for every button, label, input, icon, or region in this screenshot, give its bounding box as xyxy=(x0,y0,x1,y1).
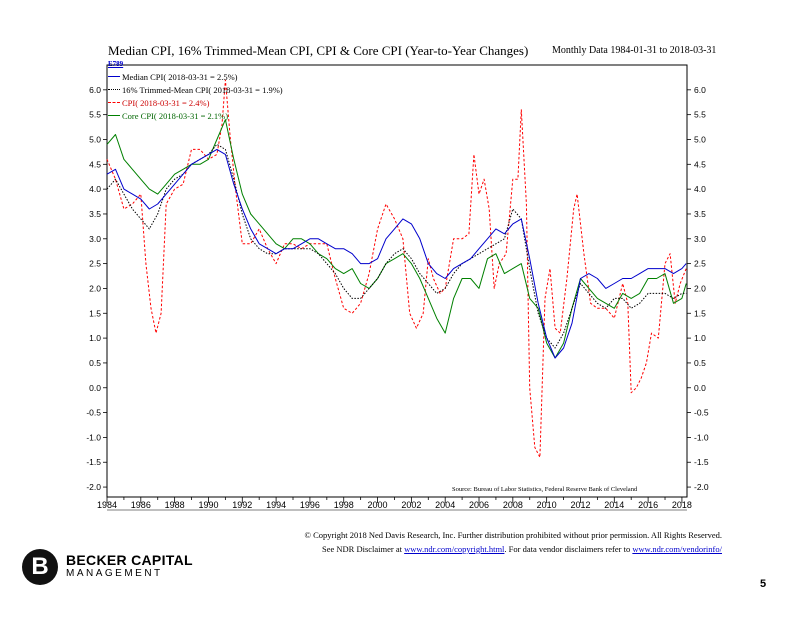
x-tick-label: 1988 xyxy=(165,500,185,510)
y-tick-label-left: 2.0 xyxy=(89,283,101,293)
legend: Median CPI( 2018-03-31 = 2.5%) 16% Trimm… xyxy=(108,70,283,122)
legend-swatch-median-cpi xyxy=(108,76,120,77)
y-tick-label-left: 1.0 xyxy=(89,333,101,343)
series-line-trimmed-mean-cpi xyxy=(106,143,687,349)
page-number: 5 xyxy=(760,578,767,590)
legend-label-trimmed-mean-cpi: 16% Trimmed-Mean CPI( 2018-03-31 = 1.9%) xyxy=(122,84,283,95)
legend-label-cpi: CPI( 2018-03-31 = 2.4%) xyxy=(122,97,210,108)
x-tick-label: 1998 xyxy=(334,500,354,510)
legend-swatch-core-cpi xyxy=(108,115,120,116)
y-tick-label-right: -1.0 xyxy=(694,432,709,442)
logo-subtitle: MANAGEMENT xyxy=(66,568,163,579)
series-line-cpi xyxy=(106,79,687,458)
disclaimer-line: See NDR Disclaimer at www.ndr.com/copyri… xyxy=(305,542,722,556)
chart-code-link[interactable]: E789 xyxy=(108,60,124,68)
x-tick-label: 2006 xyxy=(469,500,489,510)
legend-swatch-trimmed-mean-cpi xyxy=(108,89,120,90)
copyright-line: © Copyright 2018 Ned Davis Research, Inc… xyxy=(304,530,722,540)
chart-title: Median CPI, 16% Trimmed-Mean CPI, CPI & … xyxy=(108,43,529,58)
legend-item-core-cpi: Core CPI( 2018-03-31 = 2.1%) xyxy=(108,109,283,122)
series-line-median-cpi xyxy=(106,148,687,359)
y-tick-label-left: 4.0 xyxy=(89,184,101,194)
disclaimer-mid: . For data vendor disclaimers refer to xyxy=(504,544,633,554)
y-tick-label-right: -2.0 xyxy=(694,482,709,492)
chart-subtitle: Monthly Data 1984-01-31 to 2018-03-31 xyxy=(552,45,717,56)
copyright-link[interactable]: www.ndr.com/copyright.html xyxy=(404,544,505,554)
x-tick-label: 1990 xyxy=(198,500,218,510)
x-tick-label: 2010 xyxy=(537,500,557,510)
y-tick-label-left: 2.5 xyxy=(89,259,101,269)
logo-name: BECKER CAPITAL xyxy=(66,552,193,568)
x-tick-label: 2014 xyxy=(604,500,624,510)
x-tick-label: 1996 xyxy=(300,500,320,510)
legend-item-cpi: CPI( 2018-03-31 = 2.4%) xyxy=(108,96,283,109)
y-tick-label-left: 0.5 xyxy=(89,358,101,368)
y-tick-label-right: 4.0 xyxy=(694,184,706,194)
x-tick-label: 2002 xyxy=(401,500,421,510)
x-tick-label: 1984 xyxy=(97,500,117,510)
x-tick-label: 2008 xyxy=(503,500,523,510)
y-tick-label-left: 1.5 xyxy=(89,308,101,318)
legend-item-median-cpi: Median CPI( 2018-03-31 = 2.5%) xyxy=(108,70,283,83)
source-note: Source: Bureau of Labor Statistics, Fede… xyxy=(452,486,638,493)
y-tick-label-left: 0.0 xyxy=(89,383,101,393)
y-tick-label-right: 0.5 xyxy=(694,358,706,368)
y-tick-label-right: 1.5 xyxy=(694,308,706,318)
logo-mark: B xyxy=(22,549,58,585)
y-tick-label-right: 5.5 xyxy=(694,110,706,120)
legend-swatch-cpi xyxy=(108,102,120,103)
y-tick-label-right: 6.0 xyxy=(694,85,706,95)
y-tick-label-left: 4.5 xyxy=(89,159,101,169)
plot-frame xyxy=(106,64,688,498)
y-tick-label-left: 3.5 xyxy=(89,209,101,219)
x-tick-label: 1992 xyxy=(232,500,252,510)
y-tick-label-left: 3.0 xyxy=(89,234,101,244)
y-tick-label-left: 6.0 xyxy=(89,85,101,95)
y-tick-label-left: -1.0 xyxy=(86,432,101,442)
series-line-core-cpi xyxy=(106,119,687,359)
logo-text: BECKER CAPITAL MANAGEMENT xyxy=(66,553,193,581)
legend-label-median-cpi: Median CPI( 2018-03-31 = 2.5%) xyxy=(122,71,238,82)
y-tick-label-left: -2.0 xyxy=(86,482,101,492)
company-logo: B BECKER CAPITAL MANAGEMENT xyxy=(22,549,193,585)
legend-label-core-cpi: Core CPI( 2018-03-31 = 2.1%) xyxy=(122,110,229,121)
x-tick-label: 1986 xyxy=(131,500,151,510)
y-tick-label-left: 5.0 xyxy=(89,134,101,144)
y-tick-label-right: 0.0 xyxy=(694,383,706,393)
vendor-info-link[interactable]: www.ndr.com/vendorinfo/ xyxy=(632,544,722,554)
x-tick-label: 2004 xyxy=(435,500,455,510)
disclaimer-prefix: See NDR Disclaimer at xyxy=(322,544,405,554)
x-tick-label: 2000 xyxy=(368,500,388,510)
y-tick-label-right: 3.0 xyxy=(694,234,706,244)
y-tick-label-right: 2.0 xyxy=(694,283,706,293)
y-tick-label-right: 4.5 xyxy=(694,159,706,169)
legend-item-trimmed-mean-cpi: 16% Trimmed-Mean CPI( 2018-03-31 = 1.9%) xyxy=(108,83,283,96)
y-tick-label-right: 1.0 xyxy=(694,333,706,343)
y-tick-label-left: -1.5 xyxy=(86,457,101,467)
y-tick-label-right: 5.0 xyxy=(694,134,706,144)
y-tick-label-right: 3.5 xyxy=(694,209,706,219)
y-tick-label-right: -1.5 xyxy=(694,457,709,467)
x-tick-label: 2012 xyxy=(570,500,590,510)
y-tick-label-left: -0.5 xyxy=(86,408,101,418)
copyright-footer: © Copyright 2018 Ned Davis Research, Inc… xyxy=(305,528,722,556)
y-tick-label-right: -0.5 xyxy=(694,408,709,418)
y-tick-label-left: 5.5 xyxy=(89,110,101,120)
x-tick-label: 2018 xyxy=(672,500,692,510)
y-tick-label-right: 2.5 xyxy=(694,259,706,269)
x-tick-label: 1994 xyxy=(266,500,286,510)
x-tick-label: 2016 xyxy=(638,500,658,510)
